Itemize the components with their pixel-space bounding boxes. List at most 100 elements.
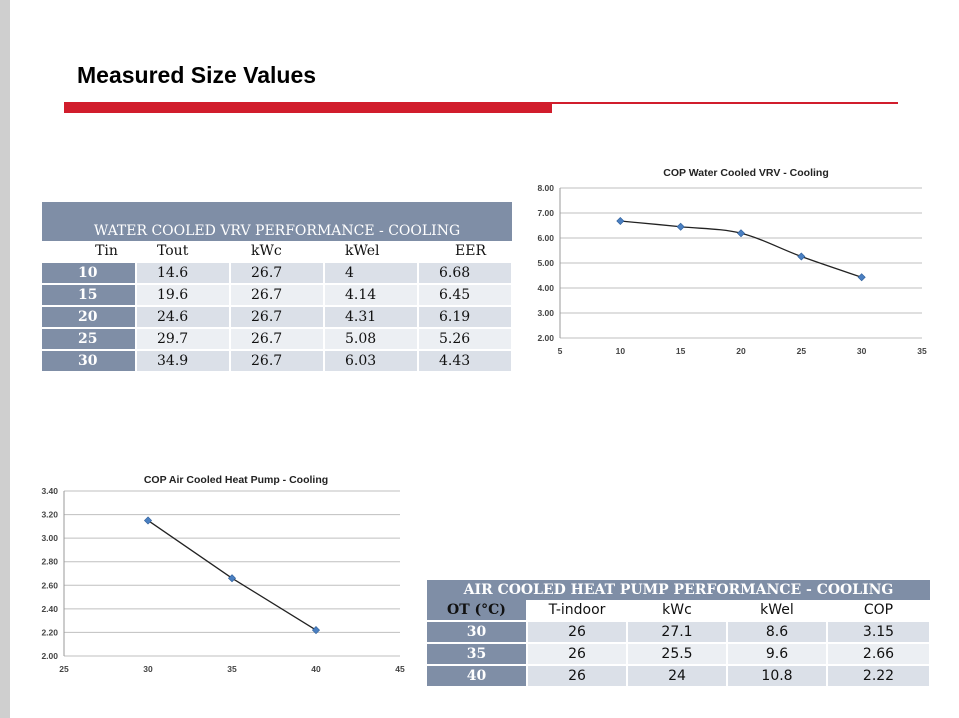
x-tick-label: 30: [143, 664, 153, 674]
air-cell: 8.6: [727, 621, 828, 644]
data-point: [143, 516, 153, 525]
air-cell: 40: [427, 665, 528, 688]
air-cell: 25.5: [627, 643, 728, 666]
data-point: [676, 222, 685, 231]
air-cell: 27.1: [627, 621, 728, 644]
air-cooled-table: AIR COOLED HEAT PUMP PERFORMANCE - COOLI…: [427, 580, 932, 688]
y-tick-label: 6.00: [537, 233, 554, 243]
water-cell: 4.43: [418, 350, 514, 373]
air-cell: 2.66: [827, 643, 932, 666]
water-col-kwel: kWel: [324, 241, 419, 263]
y-tick-label: 2.60: [41, 580, 58, 590]
x-tick-label: 5: [558, 346, 563, 356]
air-cooled-cop-chart-svg: COP Air Cooled Heat Pump - Cooling 2.00 2.…: [41, 474, 405, 674]
title-underline-bar: [64, 102, 552, 113]
y-tick-label: 2.20: [41, 627, 58, 637]
water-cell: 4.31: [324, 306, 419, 329]
y-tick-label: 3.20: [41, 510, 58, 520]
y-tick-label: 3.00: [537, 308, 554, 318]
table-row: 10 14.6 26.7 4 6.68: [42, 262, 514, 285]
table-row: 30 34.9 26.7 6.03 4.43: [42, 350, 514, 373]
data-point: [736, 229, 746, 238]
water-cell: 30: [42, 350, 137, 373]
air-col-cop: COP: [827, 600, 932, 622]
water-cell: 26.7: [230, 328, 325, 351]
air-cell: 26: [527, 643, 628, 666]
air-cell: 26: [527, 665, 628, 688]
page-title: Measured Size Values: [77, 62, 317, 88]
title-underline-thin: [552, 102, 898, 104]
air-col-kwel: kWel: [727, 600, 828, 622]
air-col-tindoor: T-indoor: [527, 600, 628, 622]
water-cell: 6.03: [324, 350, 419, 373]
water-cell: 6.45: [418, 284, 514, 307]
water-cell: 20: [42, 306, 137, 329]
x-tick-label: 10: [616, 346, 626, 356]
data-point: [227, 574, 237, 583]
y-tick-label: 5.00: [537, 258, 554, 268]
table-row: 30 26 27.1 8.6 3.15: [427, 621, 932, 644]
water-cell: 6.19: [418, 306, 514, 329]
data-point: [857, 273, 866, 282]
water-cell: 29.7: [136, 328, 231, 351]
water-cooled-cop-chart-svg: COP Water Cooled VRV - Cooling 2.00 3.00 4.…: [537, 167, 927, 356]
water-cell: 5.08: [324, 328, 419, 351]
chart-title: COP Water Cooled VRV - Cooling: [663, 167, 828, 179]
water-cell: 26.7: [230, 350, 325, 373]
air-cell: 9.6: [727, 643, 828, 666]
table-row: 35 26 25.5 9.6 2.66: [427, 643, 932, 666]
table-row: 15 19.6 26.7 4.14 6.45: [42, 284, 514, 307]
water-col-tout: Tout: [136, 241, 231, 263]
water-cell: 34.9: [136, 350, 231, 373]
water-cell: 6.68: [418, 262, 514, 285]
air-col-ot: OT (°C): [427, 600, 528, 622]
y-tick-label: 3.40: [41, 486, 58, 496]
y-tick-label: 8.00: [537, 183, 554, 193]
data-point: [797, 252, 806, 261]
water-cell: 10: [42, 262, 137, 285]
water-cell: 4: [324, 262, 419, 285]
water-col-kwc: kWc: [230, 241, 325, 263]
air-cell: 10.8: [727, 665, 828, 688]
y-tick-label: 3.00: [41, 533, 58, 543]
x-tick-label: 30: [857, 346, 867, 356]
water-cell: 26.7: [230, 262, 325, 285]
y-tick-label: 4.00: [537, 283, 554, 293]
x-tick-label: 35: [917, 346, 927, 356]
x-tick-label: 20: [736, 346, 746, 356]
water-col-tin: Tin: [42, 241, 137, 263]
table-row: 25 29.7 26.7 5.08 5.26: [42, 328, 514, 351]
water-cell: 26.7: [230, 284, 325, 307]
data-point: [311, 626, 321, 635]
air-cooled-cop-chart: COP Air Cooled Heat Pump - Cooling 2.00 2.…: [26, 473, 413, 686]
air-cell: 26: [527, 621, 628, 644]
water-cell: 25: [42, 328, 137, 351]
air-cell: 2.22: [827, 665, 932, 688]
y-tick-label: 7.00: [537, 208, 554, 218]
water-cooled-table: WATER COOLED VRV PERFORMANCE - COOLING T…: [42, 202, 514, 373]
water-cell: 26.7: [230, 306, 325, 329]
air-cell: 30: [427, 621, 528, 644]
water-cell: 4.14: [324, 284, 419, 307]
water-cell: 5.26: [418, 328, 514, 351]
water-table-caption: WATER COOLED VRV PERFORMANCE - COOLING: [42, 202, 513, 241]
data-point: [616, 216, 625, 226]
air-col-kwc: kWc: [627, 600, 728, 622]
water-cell: 15: [42, 284, 137, 307]
water-cell: 24.6: [136, 306, 231, 329]
slide-left-edge: [0, 0, 10, 718]
x-tick-label: 25: [59, 664, 69, 674]
y-tick-label: 2.00: [41, 651, 58, 661]
y-tick-label: 2.80: [41, 557, 58, 567]
air-table-caption: AIR COOLED HEAT PUMP PERFORMANCE - COOLI…: [427, 580, 931, 600]
y-tick-label: 2.40: [41, 604, 58, 614]
x-tick-label: 25: [797, 346, 807, 356]
air-cell: 24: [627, 665, 728, 688]
x-tick-label: 15: [676, 346, 686, 356]
water-cell: 14.6: [136, 262, 231, 285]
x-tick-label: 45: [395, 664, 405, 674]
air-cell: 35: [427, 643, 528, 666]
x-tick-label: 35: [227, 664, 237, 674]
water-col-eer: EER: [418, 241, 514, 263]
water-cell: 19.6: [136, 284, 231, 307]
